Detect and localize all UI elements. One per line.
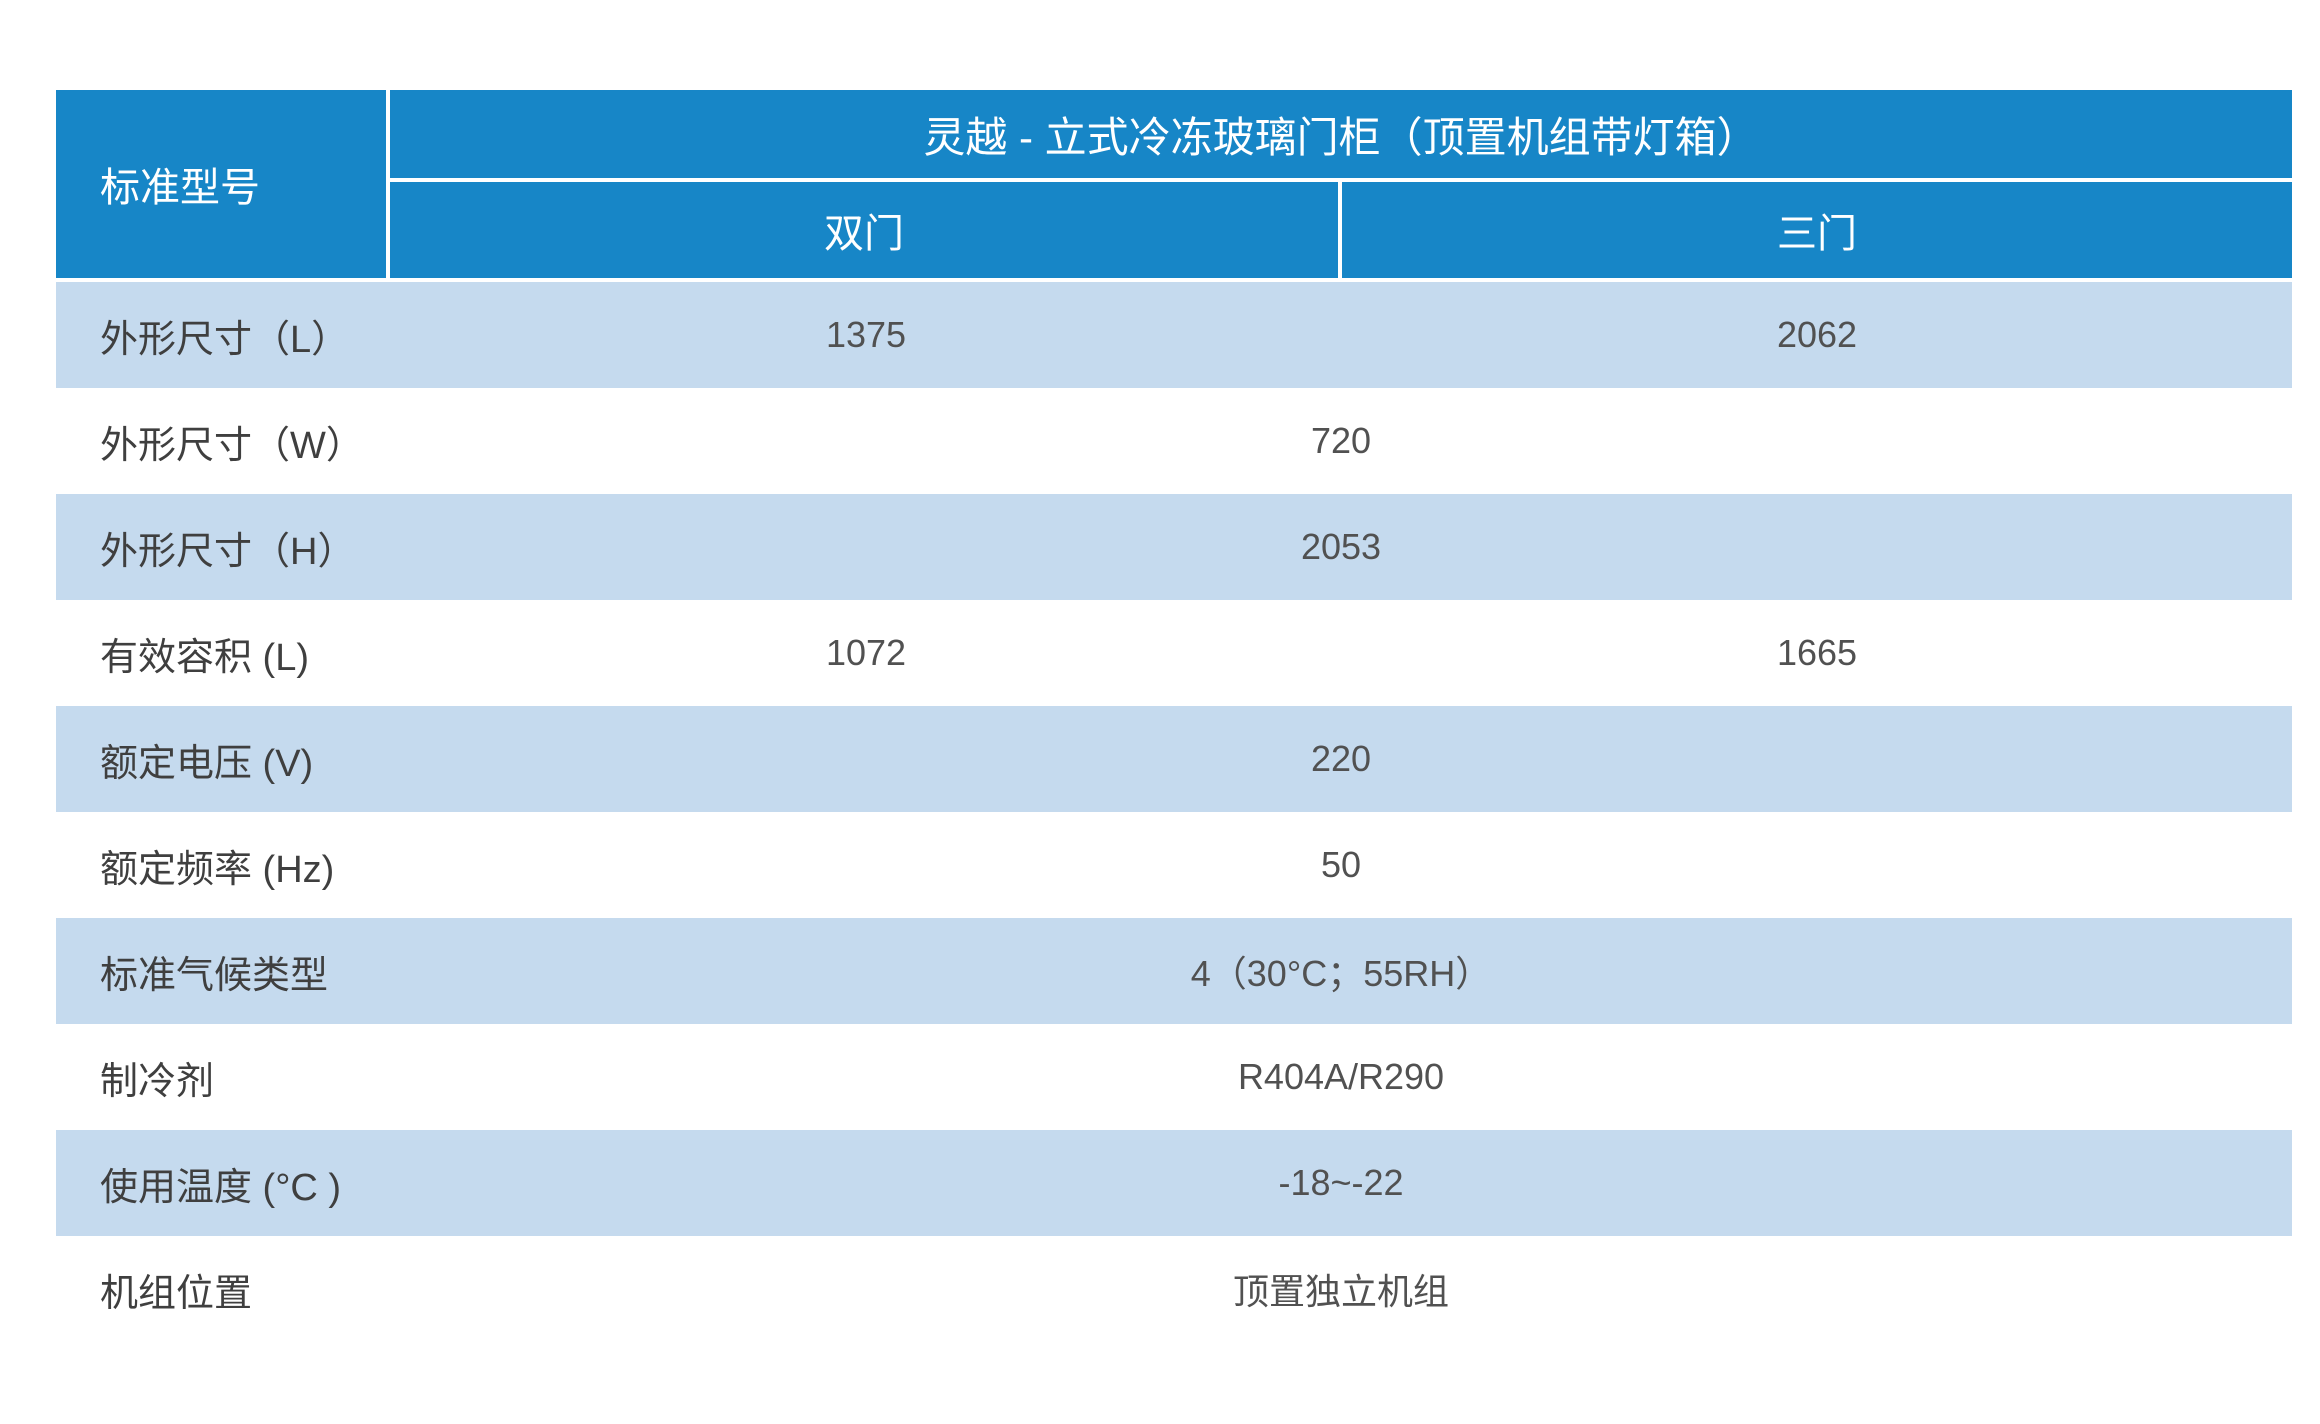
table-row-refrigerant: 制冷剂 R404A/R290	[56, 1024, 2293, 1130]
header-row-columns: 双门 三门	[56, 182, 2293, 282]
header-row-title: 标准型号 灵越 - 立式冷冻玻璃门柜（顶置机组带灯箱）	[56, 90, 2293, 282]
row-value-two-door: 1072	[390, 600, 1342, 706]
table-row-unit-position: 机组位置 顶置独立机组	[56, 1236, 2293, 1342]
table-row-dimension-h: 外形尺寸（H） 2053	[56, 494, 2293, 600]
table-row-climate-class: 标准气候类型 4（30°C；55RH）	[56, 918, 2293, 1024]
row-value-three-door: 2062	[1342, 282, 2293, 388]
product-title: 灵越 - 立式冷冻玻璃门柜（顶置机组带灯箱）	[390, 90, 2293, 182]
row-label: 使用温度 (°C )	[56, 1130, 390, 1236]
table-row-effective-volume: 有效容积 (L) 1072 1665	[56, 600, 2293, 706]
row-label: 外形尺寸（L）	[56, 282, 390, 388]
row-label: 额定电压 (V)	[56, 706, 390, 812]
row-value-merged: 220	[390, 706, 2293, 812]
row-label: 额定频率 (Hz)	[56, 812, 390, 918]
column-header-three-door: 三门	[1342, 182, 2293, 282]
table-row-rated-voltage: 额定电压 (V) 220	[56, 706, 2293, 812]
table-row-rated-frequency: 额定频率 (Hz) 50	[56, 812, 2293, 918]
row-label: 机组位置	[56, 1236, 390, 1342]
row-label: 外形尺寸（H）	[56, 494, 390, 600]
corner-header-model: 标准型号	[56, 90, 390, 282]
row-label: 制冷剂	[56, 1024, 390, 1130]
row-label: 外形尺寸（W）	[56, 388, 390, 494]
row-value-merged: 2053	[390, 494, 2293, 600]
row-value-two-door: 1375	[390, 282, 1342, 388]
table-row-dimension-w: 外形尺寸（W） 720	[56, 388, 2293, 494]
table-row-dimension-l: 外形尺寸（L） 1375 2062	[56, 282, 2293, 388]
row-value-merged: 720	[390, 388, 2293, 494]
row-value-three-door: 1665	[1342, 600, 2293, 706]
row-label: 标准气候类型	[56, 918, 390, 1024]
row-value-merged: 4（30°C；55RH）	[390, 918, 2293, 1024]
row-value-merged: 50	[390, 812, 2293, 918]
row-value-merged: 顶置独立机组	[390, 1236, 2293, 1342]
column-header-two-door: 双门	[390, 182, 1342, 282]
product-spec-table: 标准型号 灵越 - 立式冷冻玻璃门柜（顶置机组带灯箱） 双门 三门 外形尺寸（L…	[56, 90, 2293, 1342]
row-label: 有效容积 (L)	[56, 600, 390, 706]
row-value-merged: -18~-22	[390, 1130, 2293, 1236]
row-value-merged: R404A/R290	[390, 1024, 2293, 1130]
table-row-operating-temperature: 使用温度 (°C ) -18~-22	[56, 1130, 2293, 1236]
